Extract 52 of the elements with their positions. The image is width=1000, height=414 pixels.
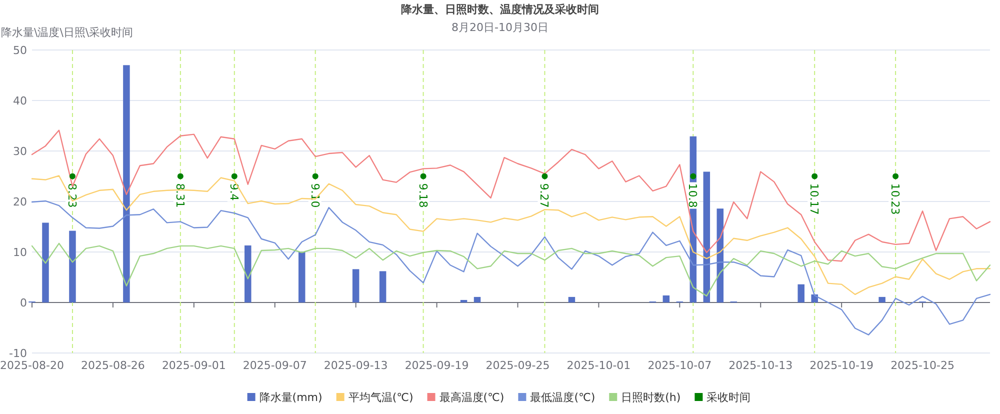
bar <box>244 245 252 302</box>
bar <box>352 269 360 302</box>
chart-subtitle: 8月20日-10月30日 <box>452 21 548 34</box>
annotation: 9.10 <box>308 182 322 209</box>
x-tick-label: 2025-10-25 <box>890 359 955 372</box>
x-tick-label: 2025-08-20 <box>0 359 64 372</box>
y-tick-label: 40 <box>13 94 27 108</box>
bar <box>798 284 804 302</box>
legend-label: 日照时数(h) <box>621 391 681 404</box>
x-tick-label: 2025-08-26 <box>80 359 145 372</box>
x-tick-label: 2025-10-01 <box>566 359 631 372</box>
bar <box>703 172 710 302</box>
y-tick-label: 20 <box>13 196 27 208</box>
chart-title: 降水量、日照时数、温度情况及采收时间 <box>401 3 599 16</box>
x-tick-label: 2025-10-07 <box>648 359 712 372</box>
y-tick-label: 0 <box>20 296 27 310</box>
legend-label: 最高温度(℃) <box>439 391 504 404</box>
line-series <box>31 242 991 297</box>
x-tick-label: 2025-10-19 <box>810 359 874 372</box>
annotation: 10.23 <box>888 182 902 216</box>
x-tick-label: 2025-09-07 <box>242 359 307 372</box>
bar <box>662 295 670 302</box>
x-tick-label: 2025-09-01 <box>162 359 226 372</box>
y-tick-label: 10 <box>13 246 27 259</box>
bar <box>568 296 576 302</box>
bar <box>69 230 76 302</box>
bar <box>878 296 886 302</box>
bar <box>460 300 468 302</box>
x-tick-label: 2025-09-19 <box>404 359 469 372</box>
annotation: 10.8 <box>686 182 700 209</box>
annotation: 9.27 <box>538 182 551 209</box>
line-series <box>31 130 991 262</box>
legend-label: 最低温度(℃) <box>530 391 596 404</box>
annotation: 8.31 <box>173 182 186 209</box>
bar <box>123 65 130 302</box>
y-tick-label: 50 <box>13 44 27 57</box>
legend-label: 平均气温(℃) <box>348 391 414 404</box>
legend-label: 采收时间 <box>706 391 751 404</box>
y-tick-label: 30 <box>13 145 27 158</box>
x-tick-label: 2025-10-13 <box>728 359 793 372</box>
y-axis-title: 降水量\温度\日照\采收时间 <box>1 26 134 39</box>
annotation: 10.17 <box>808 182 821 216</box>
x-tick-label: 2025-09-13 <box>324 359 388 372</box>
y-tick-label: -10 <box>9 347 27 360</box>
bar <box>42 222 49 302</box>
line-series <box>31 175 991 296</box>
legend-label: 降水量(mm) <box>259 391 322 404</box>
annotation: 9.18 <box>416 182 430 209</box>
bar <box>379 271 386 302</box>
bar <box>298 251 306 302</box>
bar <box>474 296 481 302</box>
x-tick-label: 2025-09-25 <box>486 359 550 372</box>
